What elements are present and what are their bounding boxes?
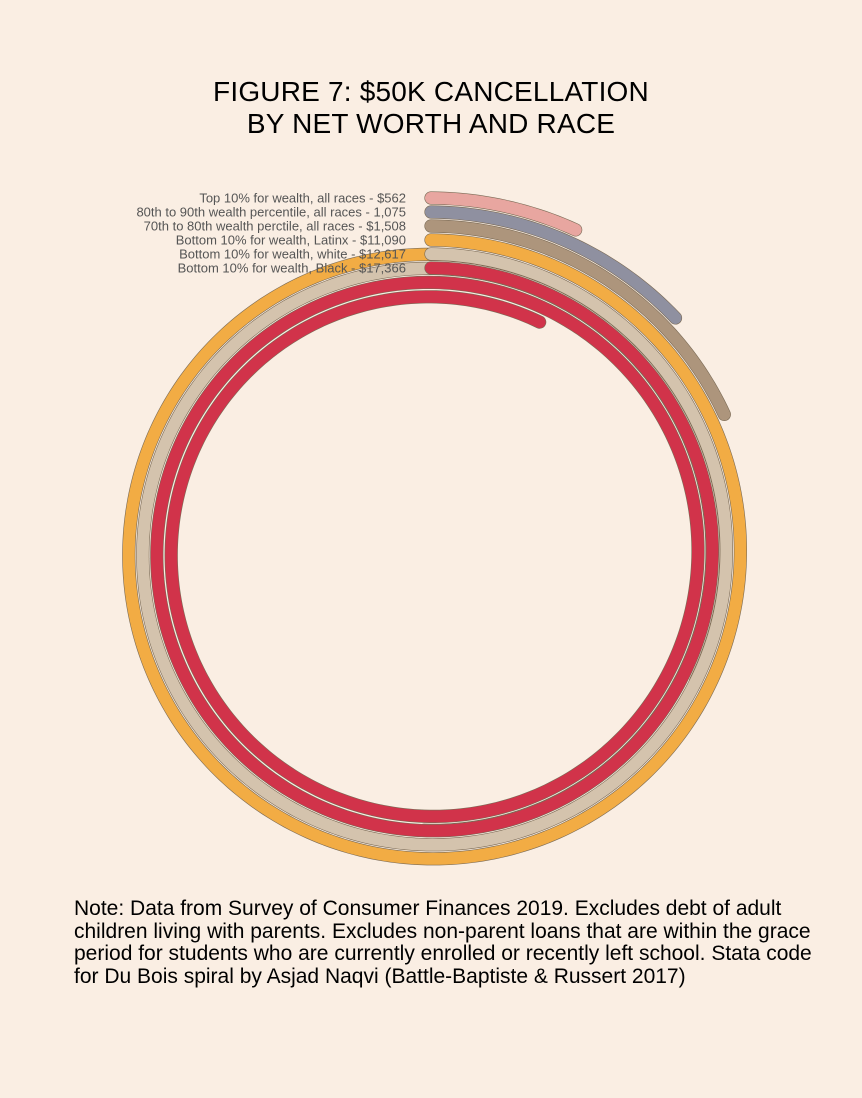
series-label-4: Bottom 10% for wealth, Latinx - $11,090 <box>176 233 406 248</box>
spiral-arc-bottom-10-for-wealth-white-12-617 <box>136 248 733 851</box>
spiral-arc-bottom-10-for-wealth-latinx-11-090 <box>122 234 747 865</box>
series-label-6: Bottom 10% for wealth, Black - $17,366 <box>178 261 406 276</box>
chart-title: FIGURE 7: $50K CANCELLATION BY NET WORTH… <box>0 76 862 140</box>
spiral-arc-bottom-10-for-wealth-black-17-366 <box>150 262 719 837</box>
chart-title-line-2: BY NET WORTH AND RACE <box>246 108 616 139</box>
spiral-arc-80th-to-90th-wealth-percentile-all-races-1-075 <box>425 206 682 324</box>
chart-note: Note: Data from Survey of Consumer Finan… <box>74 897 812 988</box>
spiral-arc-70th-to-80th-wealth-perctile-all-races-1-508 <box>425 220 731 421</box>
spiral-arc-top-10-for-wealth-all-races-562 <box>425 192 582 236</box>
series-label-5: Bottom 10% for wealth, white - $12,617 <box>179 247 406 262</box>
series-label-3: 70th to 80th wealth perctile, all races … <box>144 219 406 234</box>
series-label-1: Top 10% for wealth, all races - $562 <box>199 191 406 206</box>
series-label-2: 80th to 90th wealth percentile, all race… <box>136 205 406 220</box>
chart-title-line-1: FIGURE 7: $50K CANCELLATION <box>213 76 649 107</box>
